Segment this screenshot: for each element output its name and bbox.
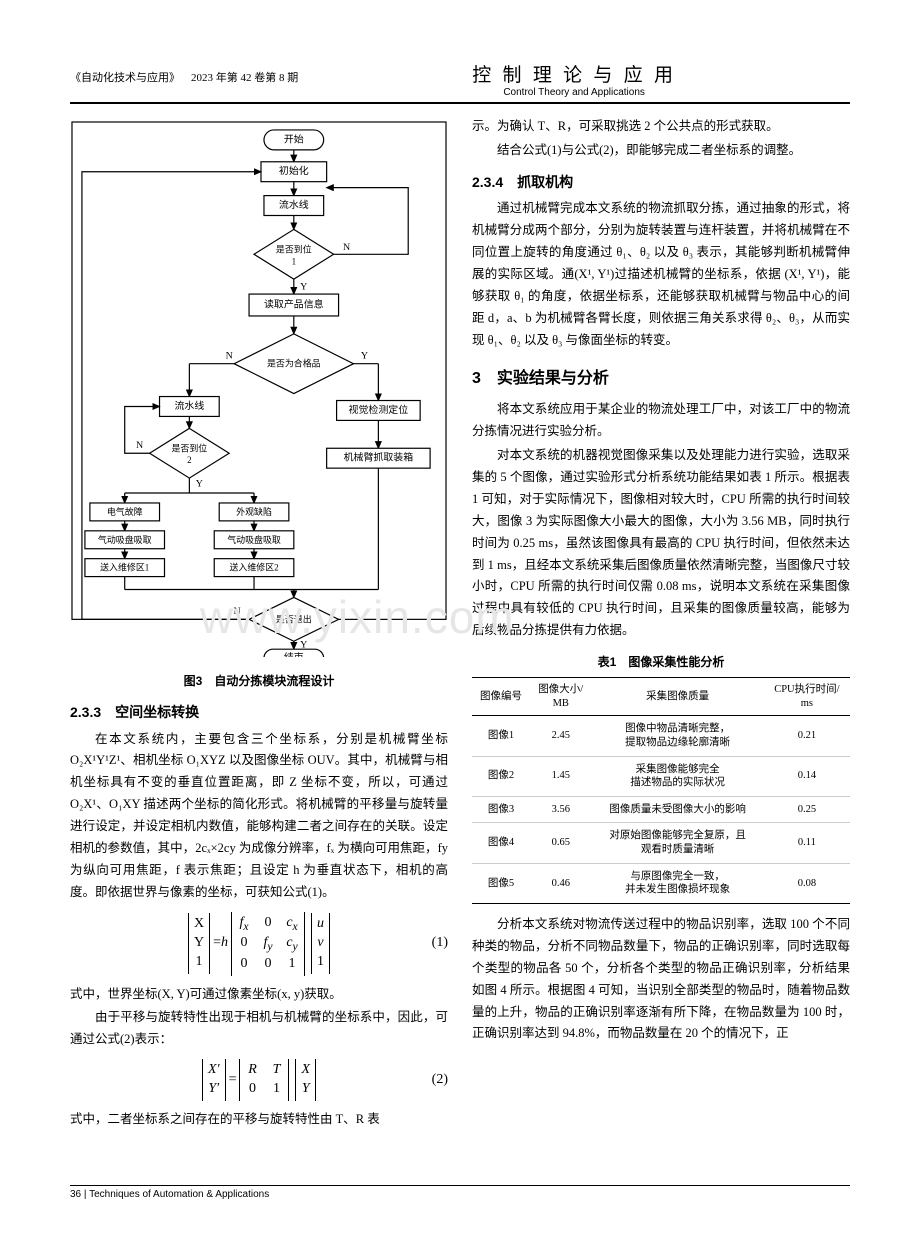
svg-text:送入维修区2: 送入维修区2	[229, 562, 278, 573]
svg-text:2: 2	[187, 455, 191, 465]
svg-text:是否为合格品: 是否为合格品	[267, 358, 321, 369]
svg-text:Y: Y	[300, 282, 307, 293]
eq2: X′Y′ = RT 01 XY (2)	[70, 1059, 448, 1101]
svg-text:N: N	[343, 242, 350, 253]
right-column: 示。为确认 T、R，可采取挑选 2 个公共点的形式获取。 结合公式(1)与公式(…	[472, 116, 850, 1133]
header-title-cn: 控 制 理 论 与 应 用	[298, 60, 850, 87]
col2-p2: 结合公式(1)与公式(2)，即能够完成二者坐标系的调整。	[472, 140, 850, 162]
svg-text:电气故障: 电气故障	[107, 506, 143, 517]
sec234-title: 2.3.4 抓取机构	[472, 170, 850, 195]
page-footer: 36 | Techniques of Automation & Applicat…	[70, 1185, 850, 1200]
content: 开始 初始化 流水线 是否到位 1 N Y 读取产品信息	[70, 116, 850, 1133]
svg-text:机械臂抓取装箱: 机械臂抓取装箱	[344, 451, 414, 464]
col2-p1: 示。为确认 T、R，可采取挑选 2 个公共点的形式获取。	[472, 116, 850, 138]
fig3-caption: 图3 自动分拣模块流程设计	[70, 671, 448, 692]
svg-text:开始: 开始	[284, 132, 304, 145]
sec233-p4: 式中，二者坐标系之间存在的平移与旋转特性由 T、R 表	[70, 1109, 448, 1131]
header-title-en: Control Theory and Applications	[298, 87, 850, 98]
sec234-p1: 通过机械臂完成本文系统的物流抓取分拣，通过抽象的形式，将机械臂分成两个部分，分别…	[472, 198, 850, 351]
svg-text:气动吸盘吸取: 气动吸盘吸取	[98, 534, 152, 545]
svg-text:初始化: 初始化	[279, 164, 309, 177]
svg-text:N: N	[234, 606, 241, 617]
table-row: 图像12.45图像中物品清晰完整，提取物品边缘轮廓清晰0.21	[472, 716, 850, 756]
svg-text:外观缺陷: 外观缺陷	[236, 506, 272, 517]
svg-text:视觉检测定位: 视觉检测定位	[349, 403, 409, 416]
table1-col-header: CPU执行时间/ms	[764, 678, 850, 716]
page-header: 《自动化技术与应用》 2023 年第 42 卷第 8 期 控 制 理 论 与 应…	[70, 60, 850, 104]
sec233-title: 2.3.3 空间坐标转换	[70, 700, 448, 725]
sec3-p3: 分析本文系统对物流传送过程中的物品识别率，选取 100 个不同种类的物品，分析不…	[472, 914, 850, 1045]
svg-text:送入维修区1: 送入维修区1	[100, 562, 149, 573]
sec233-p1: 在本文系统内，主要包含三个坐标系，分别是机械臂坐标 O₂X¹Y¹Z¹、相机坐标 …	[70, 729, 448, 904]
table1-col-header: 图像大小/MB	[530, 678, 592, 716]
issue-info: 2023 年第 42 卷第 8 期	[191, 72, 298, 84]
svg-text:Y: Y	[196, 479, 203, 490]
table-row: 图像50.46与原图像完全一致，并未发生图像损坏现象0.08	[472, 863, 850, 903]
header-title-block: 控 制 理 论 与 应 用 Control Theory and Applica…	[298, 60, 850, 98]
svg-text:流水线: 流水线	[174, 399, 204, 412]
table-row: 图像21.45采集图像能够完全描述物品的实际状况0.14	[472, 756, 850, 796]
eq1: XY1 = h fx0cx 0fycy 001 uv1 (1)	[70, 912, 448, 976]
eq2-num: (2)	[432, 1068, 448, 1093]
header-issue: 《自动化技术与应用》 2023 年第 42 卷第 8 期	[70, 69, 298, 85]
table1-col-header: 采集图像质量	[592, 678, 764, 716]
table1-caption: 表1 图像采集性能分析	[472, 652, 850, 673]
svg-text:是否到位: 是否到位	[171, 442, 207, 453]
table-row: 图像33.56图像质量未受图像大小的影响0.25	[472, 796, 850, 823]
svg-text:N: N	[136, 440, 143, 451]
svg-text:1: 1	[292, 256, 296, 266]
journal-name: 《自动化技术与应用》	[70, 72, 180, 84]
footer-tail: | Techniques of Automation & Application…	[81, 1189, 269, 1200]
svg-text:Y: Y	[361, 350, 368, 361]
svg-text:是否退出: 是否退出	[276, 613, 312, 624]
table1: 图像编号图像大小/MB采集图像质量CPU执行时间/ms 图像12.45图像中物品…	[472, 677, 850, 904]
table1-col-header: 图像编号	[472, 678, 530, 716]
table-row: 图像40.65对原始图像能够完全复原，且观看时质量清晰0.11	[472, 823, 850, 863]
sec3-title: 3 实验结果与分析	[472, 365, 850, 393]
eq1-num: (1)	[432, 931, 448, 956]
fig3-flowchart: 开始 初始化 流水线 是否到位 1 N Y 读取产品信息	[70, 120, 448, 657]
page-number: 36	[70, 1189, 81, 1200]
svg-text:是否到位: 是否到位	[276, 243, 312, 254]
sec3-p2: 对本文系统的机器视觉图像采集以及处理能力进行实验，选取采集的 5 个图像，通过实…	[472, 445, 850, 642]
sec233-p2: 式中，世界坐标(X, Y)可通过像素坐标(x, y)获取。	[70, 984, 448, 1006]
svg-text:读取产品信息: 读取产品信息	[264, 298, 324, 311]
sec3-p1: 将本文系统应用于某企业的物流处理工厂中，对该工厂中的物流分拣情况进行实验分析。	[472, 399, 850, 443]
sec233-p3: 由于平移与旋转特性出现于相机与机械臂的坐标系中，因此，可通过公式(2)表示：	[70, 1007, 448, 1051]
left-column: 开始 初始化 流水线 是否到位 1 N Y 读取产品信息	[70, 116, 448, 1133]
svg-text:流水线: 流水线	[279, 198, 309, 211]
svg-text:气动吸盘吸取: 气动吸盘吸取	[227, 534, 281, 545]
svg-text:N: N	[226, 350, 233, 361]
